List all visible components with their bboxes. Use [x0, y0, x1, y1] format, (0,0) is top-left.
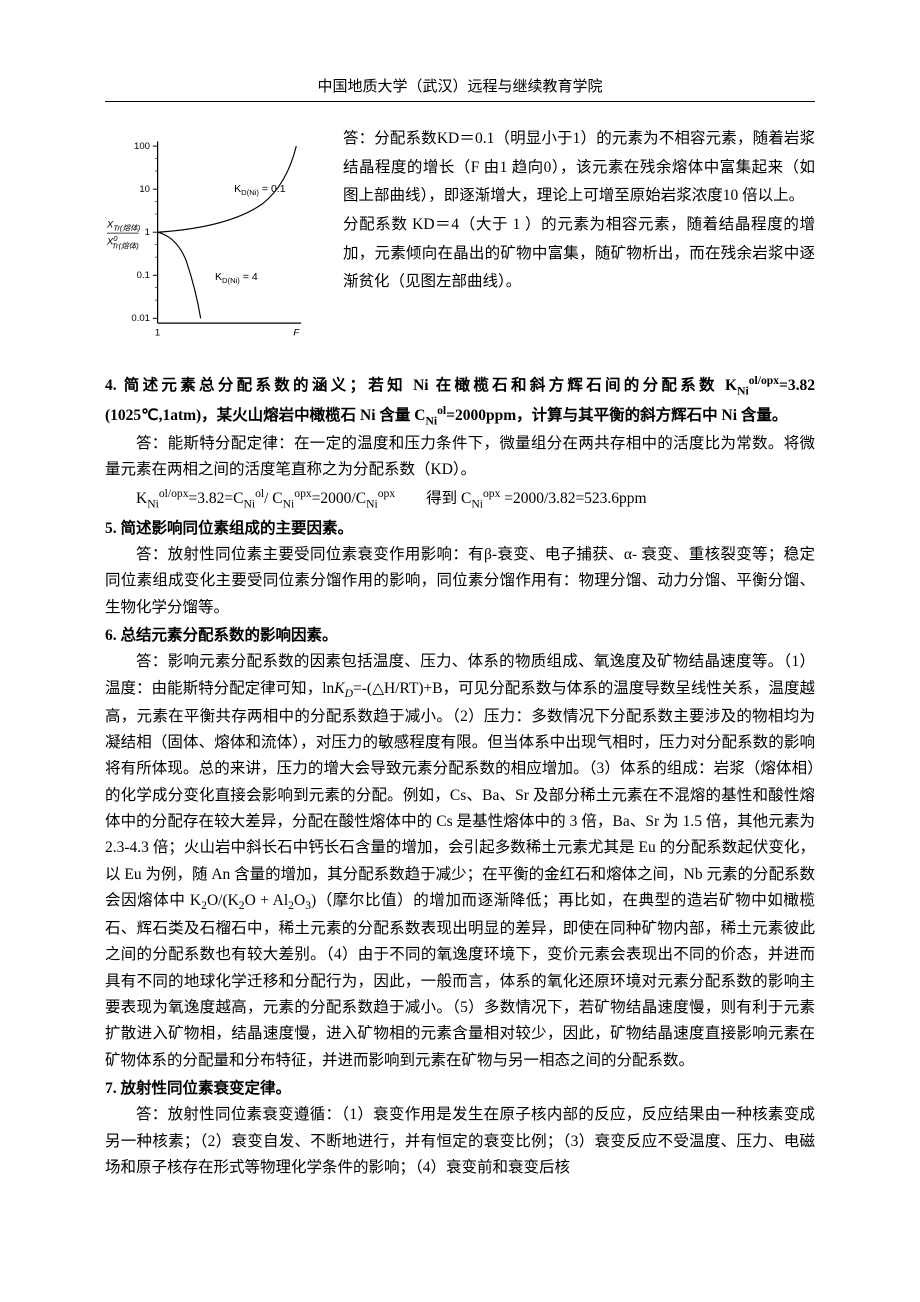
ytick-100: 100 [134, 141, 150, 152]
ytick-0.01: 0.01 [131, 313, 150, 324]
top-p2: 分配系数 KD＝4（大于 1 ）的元素为相容元素，随着结晶程度的增加，元素倾向在… [343, 211, 815, 297]
q7-title: 7. 放射性同位素衰变定律。 [105, 1076, 815, 1102]
q5-a1: 答：放射性同位素主要受同位素衰变作用影响：有β-衰变、电子捕获、α- 衰变、重核… [105, 542, 815, 621]
q6-a1: 答：影响元素分配系数的因素包括温度、压力、体系的物质组成、氧逸度及矿物结晶速度等… [105, 649, 815, 1074]
ytick-0.1: 0.1 [137, 270, 150, 281]
q4-a1: 答：能斯特分配定律：在一定的温度和压力条件下，微量组分在两共存相中的活度比为常数… [105, 431, 815, 484]
chart-svg: 100 10 1 0.1 0.01 1 F XTr(熔体) X0Tr(熔体) [105, 122, 325, 352]
ytick-1: 1 [145, 227, 150, 238]
ylabel-bot: X0Tr(熔体) [106, 234, 139, 251]
header-divider [105, 101, 815, 102]
xlabel-1: 1 [155, 328, 160, 339]
page-header: 中国地质大学（武汉）远程与继续教育学院 [105, 75, 815, 96]
q7-answer: 答：放射性同位素衰变遵循：（1）衰变作用是发生在原子核内部的反应，反应结果由一种… [105, 1102, 815, 1181]
curve-kd-4 [158, 232, 201, 318]
q6-answer: 答：影响元素分配系数的因素包括温度、压力、体系的物质组成、氧逸度及矿物结晶速度等… [105, 649, 815, 1074]
q5-answer: 答：放射性同位素主要受同位素衰变作用影响：有β-衰变、电子捕获、α- 衰变、重核… [105, 542, 815, 621]
ytick-10: 10 [139, 184, 150, 195]
q4-answer: 答：能斯特分配定律：在一定的温度和压力条件下，微量组分在两共存相中的活度比为常数… [105, 431, 815, 514]
q5-title: 5. 简述影响同位素组成的主要因素。 [105, 516, 815, 542]
top-text-block: 答：分配系数KD＝0.1（明显小于1）的元素为不相容元素，随着岩浆结晶程度的增长… [343, 122, 815, 357]
xlabel-F: F [293, 328, 300, 339]
q4-formula: KNiol/opx=3.82=CNiol/ CNiopx=2000/CNiopx… [105, 484, 815, 514]
distribution-chart: 100 10 1 0.1 0.01 1 F XTr(熔体) X0Tr(熔体) [105, 122, 325, 357]
q6-title: 6. 总结元素分配系数的影响因素。 [105, 623, 815, 649]
ylabel-top: XTr(熔体) [106, 219, 141, 232]
q4-title: 4. 简述元素总分配系数的涵义；若知 Ni 在橄榄石和斜方辉石间的分配系数 KN… [105, 371, 815, 431]
top-p1: 答：分配系数KD＝0.1（明显小于1）的元素为不相容元素，随着岩浆结晶程度的增长… [343, 125, 815, 211]
label-kd-4: KD(Ni) = 4 [215, 271, 258, 285]
q7-a1: 答：放射性同位素衰变遵循：（1）衰变作用是发生在原子核内部的反应，反应结果由一种… [105, 1102, 815, 1181]
top-section: 100 10 1 0.1 0.01 1 F XTr(熔体) X0Tr(熔体) [105, 122, 815, 357]
label-kd-0.1: KD(Ni) = 0.1 [234, 183, 286, 197]
